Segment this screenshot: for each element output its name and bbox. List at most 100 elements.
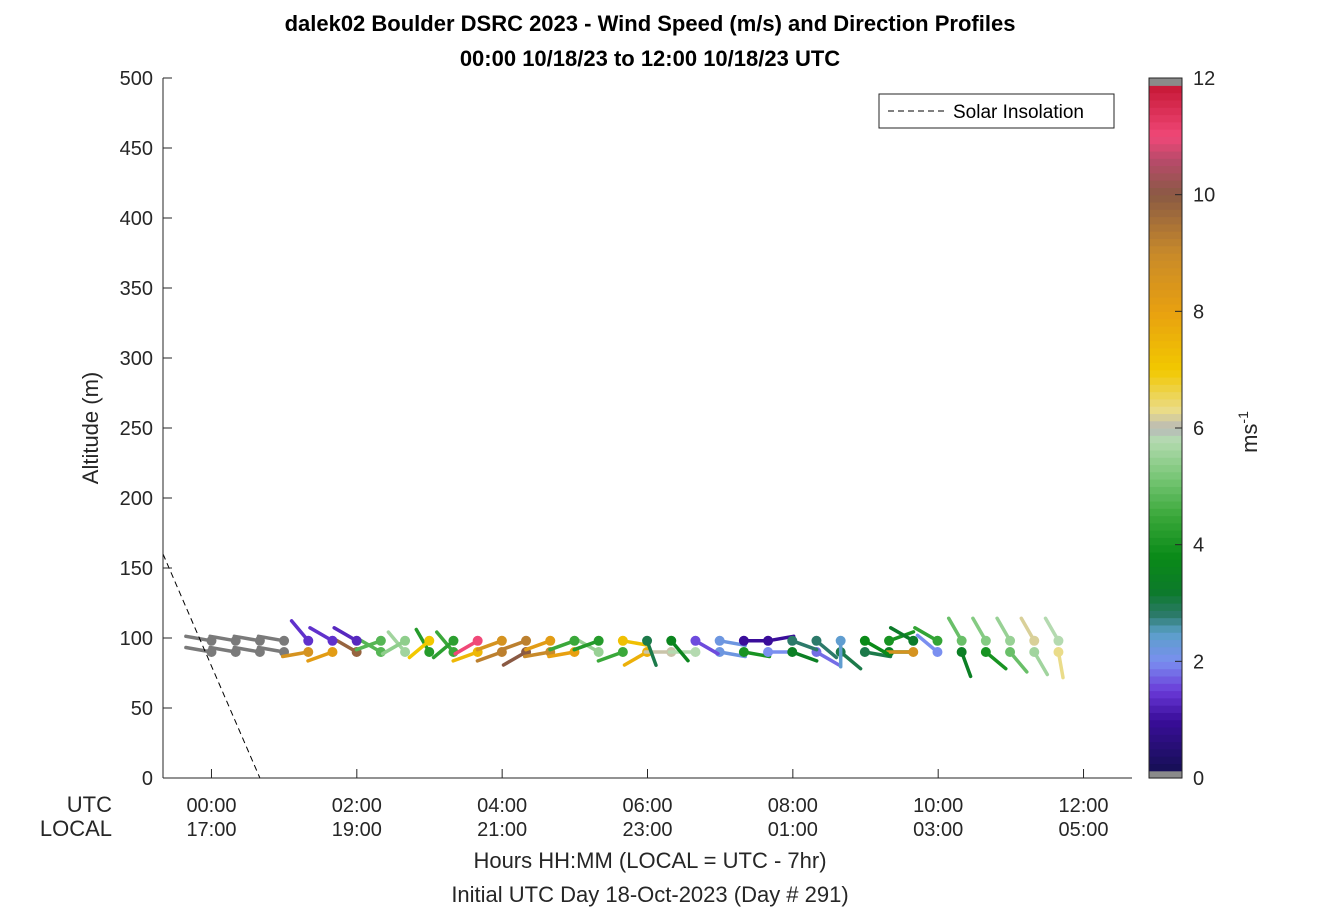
wind-barb-dot [642,636,652,646]
colorbar-segment [1149,399,1182,407]
colorbar-segment [1149,253,1182,261]
colorbar-segment [1149,85,1182,93]
colorbar-segment [1149,275,1182,283]
colorbar-segment [1149,523,1182,531]
wind-barb-dot [739,636,749,646]
colorbar-segment [1149,238,1182,246]
colorbar-segment [1149,297,1182,305]
colorbar-segment [1149,508,1182,516]
colorbar-segment [1149,370,1182,378]
colorbar-segment [1149,348,1182,356]
colorbar-segment [1149,712,1182,720]
colorbar-segment [1149,705,1182,713]
colorbar-segment [1149,545,1182,553]
wind-barb-dot [424,636,434,646]
wind-barb-dot [690,647,700,657]
wind-barb-dot [400,647,410,657]
colorbar-segment [1149,114,1182,122]
colorbar-segment [1149,78,1182,86]
colorbar-segment [1149,93,1182,101]
colorbar-segment [1149,669,1182,677]
wind-barb-dot [327,647,337,657]
colorbar-tick-label: 12 [1193,68,1215,90]
colorbar-segment [1149,319,1182,327]
colorbar-segment [1149,406,1182,414]
colorbar-segment [1149,129,1182,137]
y-tick-label: 250 [120,418,153,440]
colorbar-segment [1149,443,1182,451]
colorbar-segment [1149,596,1182,604]
colorbar-segment [1149,450,1182,458]
colorbar-segment [1149,311,1182,319]
colorbar-segment [1149,260,1182,268]
wind-barb-dot [618,647,628,657]
colorbar-segment [1149,720,1182,728]
colorbar-segment [1149,282,1182,290]
wind-barb-dot [569,636,579,646]
x-tick-label-local: 05:00 [1058,819,1108,841]
colorbar-tick-label: 0 [1193,768,1204,790]
wind-barb-dot [1005,647,1015,657]
legend-entry-solar: Solar Insolation [953,102,1084,123]
colorbar-unit-exponent: -1 [1235,411,1251,424]
colorbar-segment [1149,588,1182,596]
plot-area [163,78,1132,778]
y-tick-label: 500 [120,68,153,90]
colorbar-segment [1149,100,1182,108]
wind-barb-dot [811,636,821,646]
wind-barb-dot [521,636,531,646]
x-tick-label-utc: 02:00 [332,795,382,817]
y-tick-label: 300 [120,348,153,370]
colorbar-unit: ms [1237,424,1262,453]
colorbar-segment [1149,691,1182,699]
colorbar-tick-label: 6 [1193,418,1204,440]
wind-barb-dot [279,636,289,646]
wind-barb-dot [497,636,507,646]
y-tick-label: 150 [120,558,153,580]
wind-barb-dot [594,647,604,657]
wind-barb-dot [981,647,991,657]
wind-barb-dot [424,647,434,657]
wind-barb-dot [376,636,386,646]
wind-barb-dot [690,636,700,646]
x-tick-label-local: 03:00 [913,819,963,841]
chart-subtitle: 00:00 10/18/23 to 12:00 10/18/23 UTC [460,46,840,71]
wind-barb-dot [739,647,749,657]
wind-barb-dot [957,647,967,657]
wind-barb-dot [473,636,483,646]
colorbar-segment [1149,180,1182,188]
colorbar-segment [1149,107,1182,115]
colorbar-segment [1149,158,1182,166]
colorbar-tick-label: 8 [1193,301,1204,323]
wind-barb-dot [448,636,458,646]
colorbar-segment [1149,676,1182,684]
colorbar-segment [1149,144,1182,152]
wind-barb-dot [545,636,555,646]
colorbar-segment [1149,341,1182,349]
x-tick-label-utc: 04:00 [477,795,527,817]
colorbar-segment [1149,479,1182,487]
wind-barb-dot [666,636,676,646]
wind-barb-dot [884,636,894,646]
y-tick-label: 0 [142,768,153,790]
wind-barb-dot [327,636,337,646]
x-tick-label-local: 01:00 [768,819,818,841]
colorbar-segment [1149,698,1182,706]
colorbar-segment [1149,209,1182,217]
colorbar-segment [1149,639,1182,647]
wind-barb-dot [957,636,967,646]
wind-barb-dot [908,647,918,657]
y-axis-label: Altitude (m) [78,372,103,484]
colorbar-segment [1149,683,1182,691]
colorbar-segment [1149,224,1182,232]
x-row-label-local: LOCAL [40,816,112,841]
colorbar-segment [1149,246,1182,254]
colorbar-segment [1149,304,1182,312]
colorbar-label: ms-1 [1235,411,1262,453]
colorbar-segment [1149,654,1182,662]
colorbar-segment [1149,472,1182,480]
colorbar-segment [1149,217,1182,225]
chart-title: dalek02 Boulder DSRC 2023 - Wind Speed (… [285,11,1016,36]
wind-barb-dot [981,636,991,646]
